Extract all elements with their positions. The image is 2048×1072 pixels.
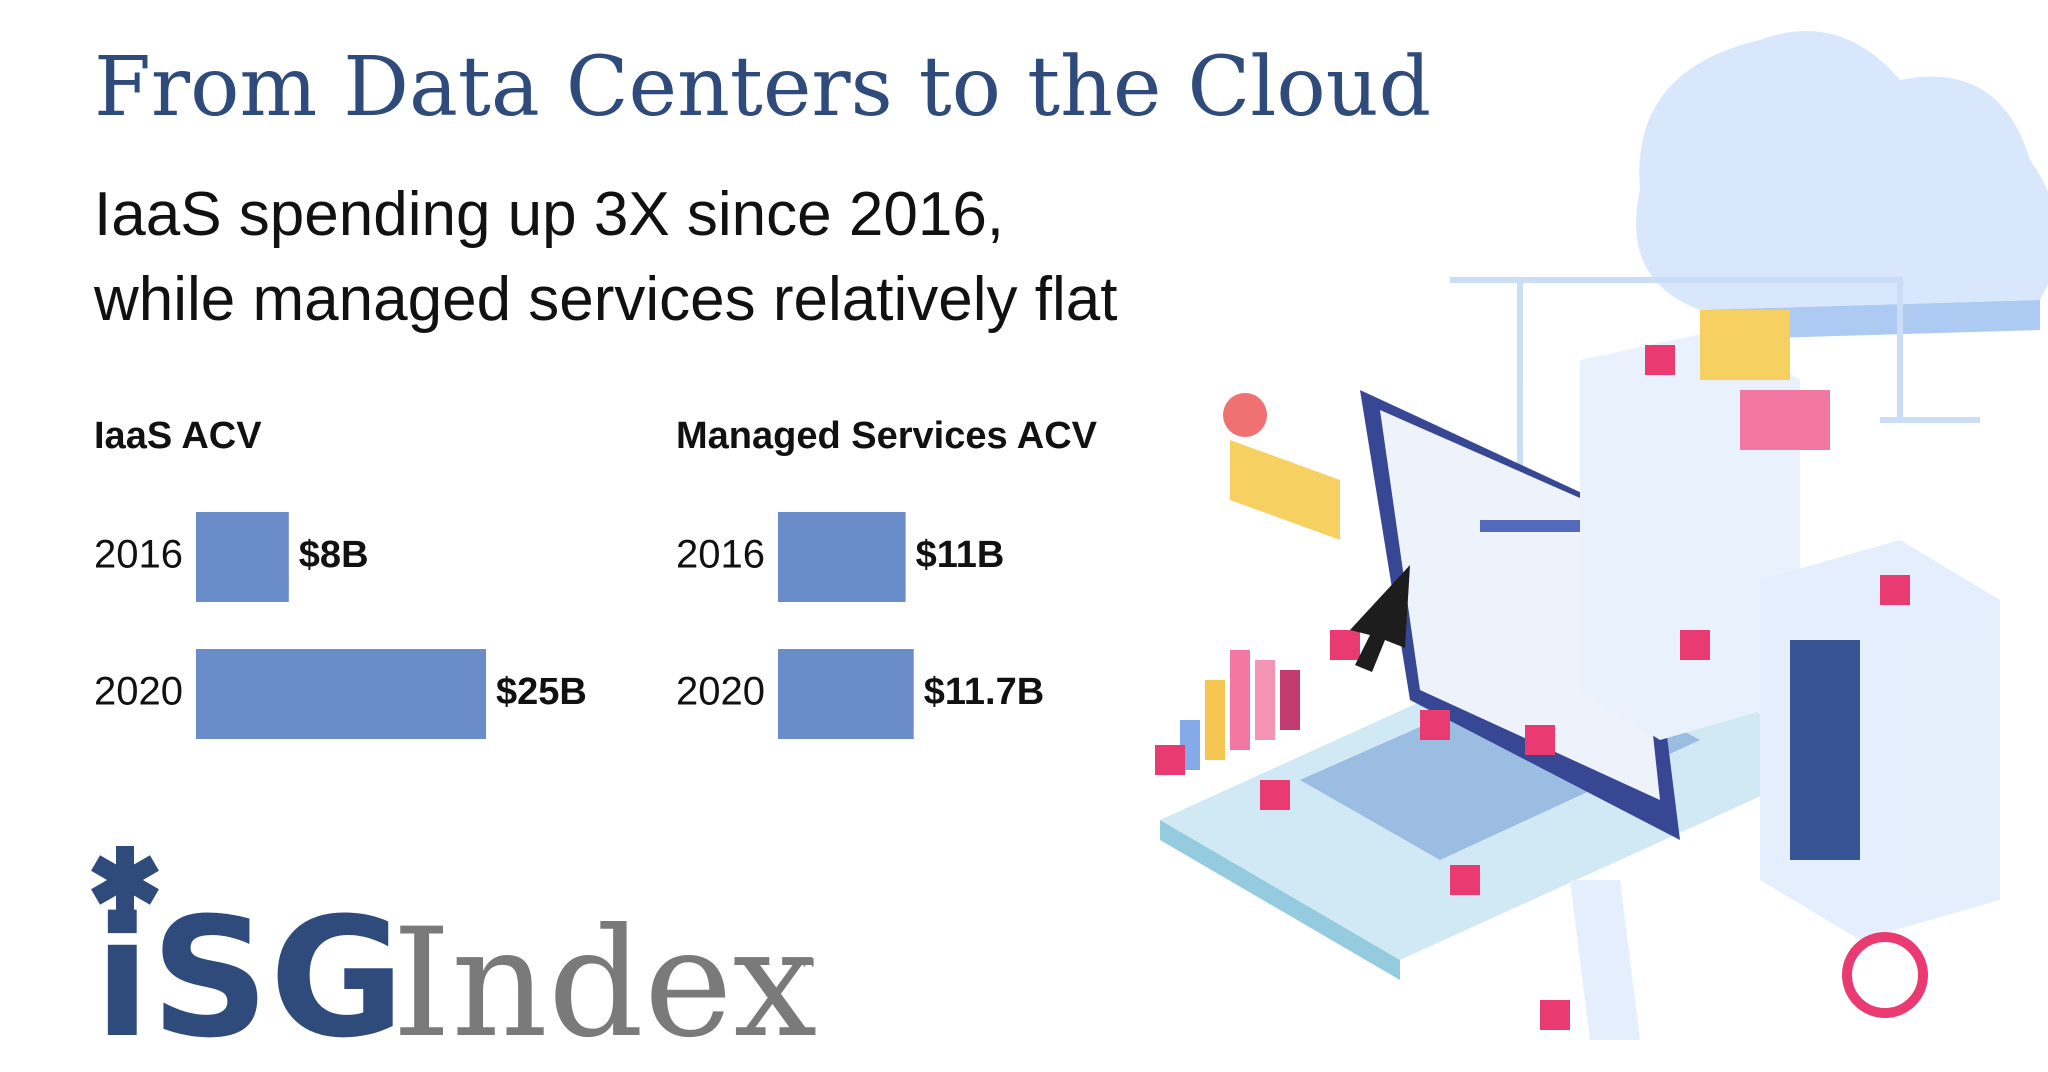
value-label: $11B — [916, 534, 1005, 576]
logo-mark: iSG — [94, 882, 405, 1072]
server-rack — [1790, 640, 1860, 860]
bar — [778, 649, 914, 739]
bar — [196, 512, 289, 602]
badge — [1223, 393, 1267, 437]
cubes — [1155, 345, 1910, 1030]
value-label: $8B — [299, 534, 369, 576]
category-label: 2020 — [94, 670, 183, 714]
chart-title: IaaS ACV — [94, 415, 262, 457]
cloud — [1636, 31, 2048, 310]
title: From Data Centers to the Cloud — [94, 40, 1431, 135]
category-label: 2016 — [676, 533, 765, 577]
charts: IaaS ACV 2016 $8B 2020 $25B Managed Services … — [94, 415, 1098, 739]
cursor — [1350, 565, 1410, 672]
category-label: 2020 — [676, 670, 765, 714]
bar — [778, 512, 906, 602]
chart-title: Managed Services ACV — [676, 415, 1098, 457]
subtitle: while managed services relatively flat — [93, 265, 1117, 334]
phone — [1570, 880, 1640, 1040]
category-label: 2016 — [94, 533, 183, 577]
trademark: ™ — [790, 953, 820, 988]
subtitle: IaaS spending up 3X since 2016, — [94, 180, 1004, 249]
chat — [1740, 390, 1830, 450]
value-label: $11.7B — [924, 671, 1044, 713]
chat — [1700, 310, 1790, 380]
bar — [196, 649, 486, 739]
at-sign — [1842, 932, 1928, 1018]
value-label: $25B — [496, 671, 587, 713]
logo: iSG Index ™ — [91, 846, 820, 1072]
laptop-edge — [1160, 820, 1400, 980]
logo-text: Index — [392, 897, 817, 1071]
illustration — [1155, 31, 2048, 1040]
logo-asterisk — [91, 846, 159, 914]
mini-bars — [1180, 650, 1300, 770]
envelope — [1230, 440, 1340, 540]
